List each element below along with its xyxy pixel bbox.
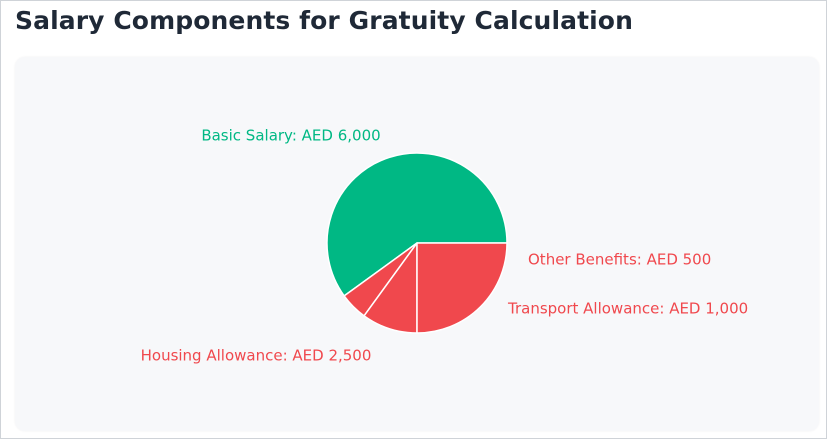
page-title: Salary Components for Gratuity Calculati…	[15, 6, 633, 35]
slice-label-basic-salary: Basic Salary: AED 6,000	[201, 127, 380, 145]
pie-chart: Basic Salary: AED 6,000 Other Benefits: A…	[141, 127, 749, 365]
slice-label-transport-allowance: Transport Allowance: AED 1,000	[507, 300, 748, 318]
pie-slice-housing-allowance[interactable]	[416, 242, 508, 334]
slice-label-other-benefits: Other Benefits: AED 500	[528, 251, 711, 269]
chart-card: Basic Salary: AED 6,000 Other Benefits: A…	[15, 57, 819, 431]
pie-slice-basic-salary[interactable]	[326, 152, 508, 297]
slice-label-housing-allowance: Housing Allowance: AED 2,500	[141, 347, 372, 365]
